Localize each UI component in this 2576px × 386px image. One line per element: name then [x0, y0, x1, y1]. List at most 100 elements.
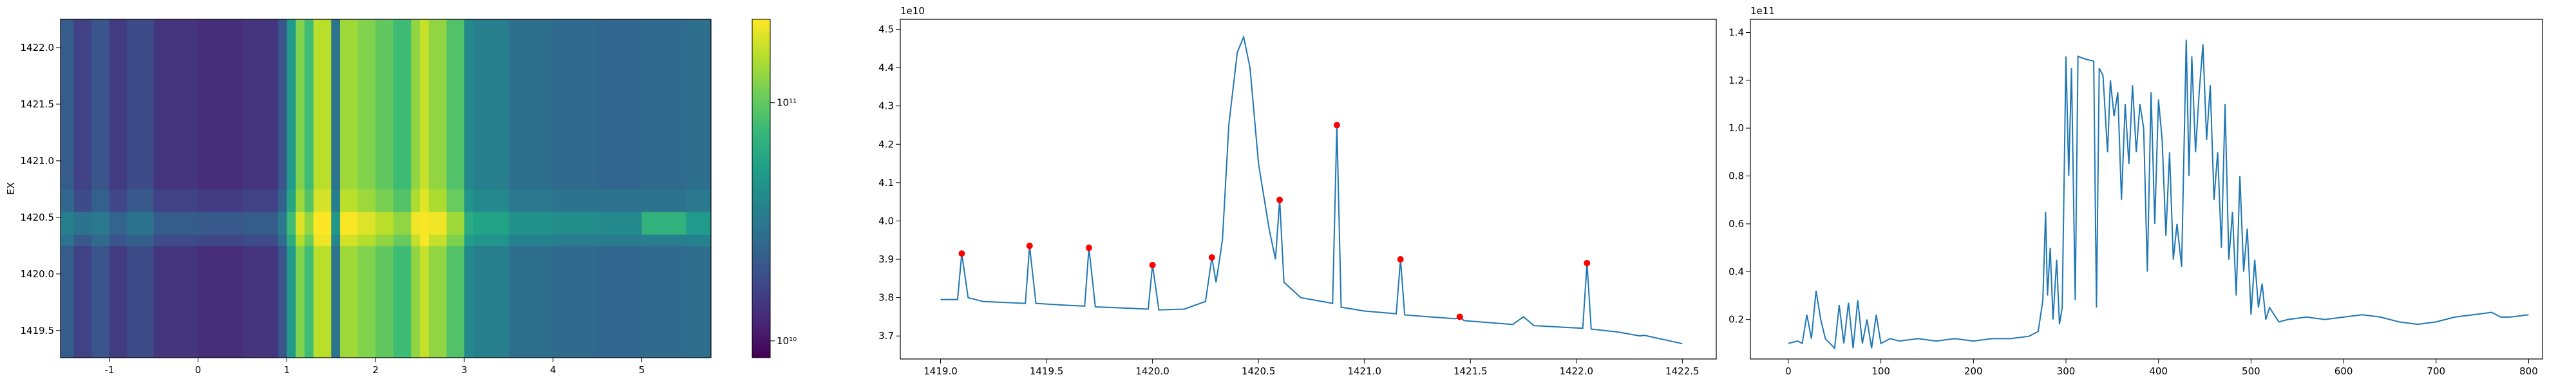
colorbar-step: [752, 36, 770, 40]
y-tick-label: 1.0: [1728, 122, 1744, 134]
colorbar-step: [752, 349, 770, 353]
y-tick-label: 1422.0: [21, 42, 55, 53]
colorbar-step: [752, 332, 770, 336]
colorbar-step: [752, 275, 770, 279]
heatmap-cell: [109, 188, 128, 212]
colorbar-step: [752, 219, 770, 223]
heatmap-cell: [420, 245, 430, 358]
heatmap-cell: [331, 19, 341, 190]
heatmap-cell: [508, 234, 554, 246]
heatmap-cell: [340, 19, 359, 190]
peak-marker: [1456, 313, 1463, 320]
colorbar-step: [752, 295, 770, 299]
colorbar-step: [752, 92, 770, 96]
heatmap-cell: [446, 188, 465, 212]
colorbar-step: [752, 354, 770, 358]
y-tick-label: 4.1: [878, 177, 894, 188]
y-tick-label: 1420.0: [21, 268, 55, 280]
colorbar-step: [752, 208, 770, 212]
y-tick-label: 4.5: [878, 23, 894, 35]
heatmap-cell: [473, 188, 509, 212]
heatmap-cell: [641, 245, 687, 358]
y-tick-label: 4.2: [878, 138, 894, 150]
colorbar-step: [752, 273, 770, 277]
heatmap-cell: [464, 234, 474, 246]
heatmap-cell: [242, 188, 279, 212]
colorbar-step: [752, 124, 770, 127]
heatmap-cell: [331, 188, 341, 212]
heatmap-cell: [393, 245, 412, 358]
heatmap-cell: [127, 188, 155, 212]
heatmap-cell: [153, 19, 199, 190]
heatmap-cell: [553, 19, 598, 190]
x-tick-label: 500: [2242, 365, 2260, 377]
colorbar-step: [752, 301, 770, 305]
x-tick-label: 100: [1871, 365, 1890, 377]
colorbar-step: [752, 42, 770, 45]
colorbar-step: [752, 30, 770, 34]
heatmap-cell: [109, 234, 128, 246]
heatmap-cell: [641, 212, 687, 235]
heatmap-cell: [61, 19, 75, 190]
x-tick-label: -1: [104, 364, 114, 376]
heatmap-cell: [411, 245, 421, 358]
colorbar-step: [752, 39, 770, 42]
heatmap-cell: [304, 212, 314, 235]
heatmap-cell: [153, 188, 199, 212]
y-tick-label: 1420.5: [21, 212, 55, 223]
axes-frame: [1750, 19, 2543, 360]
heatmap-cell: [375, 245, 394, 358]
colorbar-step: [752, 197, 770, 201]
heatmap-cell: [428, 212, 447, 235]
colorbar-step: [752, 293, 770, 297]
heatmap-cell: [127, 212, 155, 235]
y-tick-label: 1.2: [1728, 75, 1744, 86]
heatmap-cell: [287, 19, 296, 190]
colorbar-step: [752, 194, 770, 198]
heatmap-cell: [296, 212, 305, 235]
heatmap-cell: [473, 245, 509, 358]
heatmap-cell: [127, 19, 155, 190]
colorbar-step: [752, 250, 770, 254]
heatmap-cell: [473, 212, 509, 235]
heatmap-cell: [686, 234, 712, 246]
x-tick-label: 1420.5: [1242, 365, 1276, 377]
heatmap-cell: [287, 188, 296, 212]
colorbar-step: [752, 191, 770, 195]
heatmap-cell: [296, 188, 305, 212]
colorbar-step: [752, 216, 770, 220]
colorbar-step: [752, 73, 770, 77]
heatmap-cell: [61, 212, 75, 235]
colorbar-step: [752, 346, 770, 350]
heatmap-cell: [287, 212, 296, 235]
colorbar-step: [752, 78, 770, 82]
colorbar-step: [752, 115, 770, 118]
heatmap-cell: [420, 234, 430, 246]
colorbar-step: [752, 239, 770, 243]
colorbar-step: [752, 81, 770, 85]
heatmap-cell: [393, 212, 412, 235]
peak-marker: [1276, 196, 1283, 203]
colorbar-step: [752, 324, 770, 327]
line: [1788, 39, 2529, 350]
colorbar-step: [752, 95, 770, 99]
heatmap-cell: [304, 234, 314, 246]
colorbar-step: [752, 205, 770, 209]
heatmap-cell: [287, 234, 296, 246]
heatmap-cell: [278, 19, 287, 190]
x-tick-label: 1419.5: [1030, 365, 1064, 377]
colorbar-step: [752, 104, 770, 107]
heatmap-cell: [340, 245, 359, 358]
heatmap-cell: [304, 19, 314, 190]
heatmap-cell: [553, 245, 598, 358]
colorbar-step: [752, 163, 770, 167]
x-tick-label: 300: [2057, 365, 2076, 377]
colorbar-step: [752, 230, 770, 234]
colorbar-step: [752, 199, 770, 203]
heatmap-cell: [686, 212, 712, 235]
heatmap-cell: [428, 234, 447, 246]
x-tick-label: 2: [372, 364, 379, 376]
colorbar-step: [752, 140, 770, 144]
colorbar-frame: [752, 19, 771, 358]
colorbar-step: [752, 143, 770, 147]
